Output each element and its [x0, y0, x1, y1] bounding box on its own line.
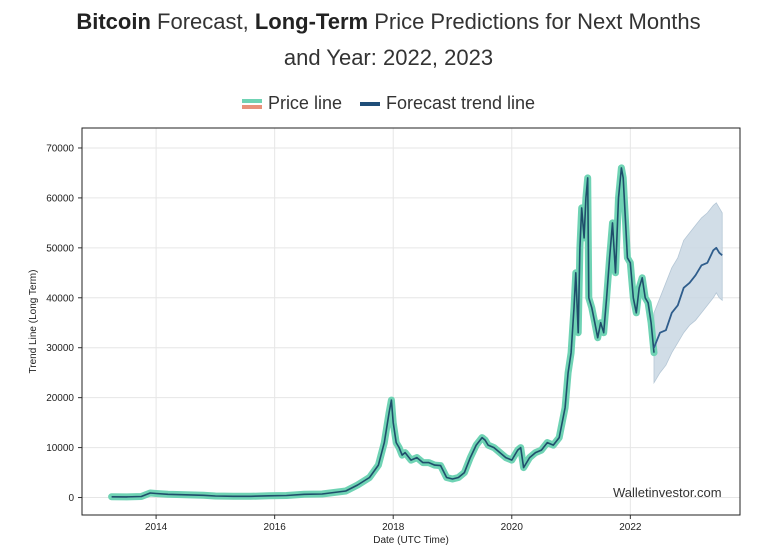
- y-tick-label-60000: 60000: [46, 193, 74, 204]
- x-tick-label-2014: 2014: [145, 522, 168, 533]
- x-tick-label-2020: 2020: [501, 522, 524, 533]
- y-tick-label-10000: 10000: [46, 443, 74, 454]
- y-tick-label-70000: 70000: [46, 143, 74, 154]
- x-tick-label-2018: 2018: [382, 522, 405, 533]
- y-tick-label-20000: 20000: [46, 393, 74, 404]
- watermark-text: Walletinvestor.com: [613, 485, 722, 500]
- y-tick-label-40000: 40000: [46, 293, 74, 304]
- x-tick-label-2022: 2022: [619, 522, 642, 533]
- chart-canvas: 2014 2016 2018 2020 2022 0 10000 20000 30000 4000…: [0, 0, 777, 550]
- y-tick-label-30000: 30000: [46, 343, 74, 354]
- x-tick-label-2016: 2016: [264, 522, 287, 533]
- y-tick-label-0: 0: [68, 493, 74, 504]
- x-axis-label: Date (UTC Time): [373, 535, 449, 546]
- y-axis-label: Trend Line (Long Term): [28, 270, 39, 374]
- y-tick-label-50000: 50000: [46, 243, 74, 254]
- forecast-confidence-band: [654, 203, 722, 383]
